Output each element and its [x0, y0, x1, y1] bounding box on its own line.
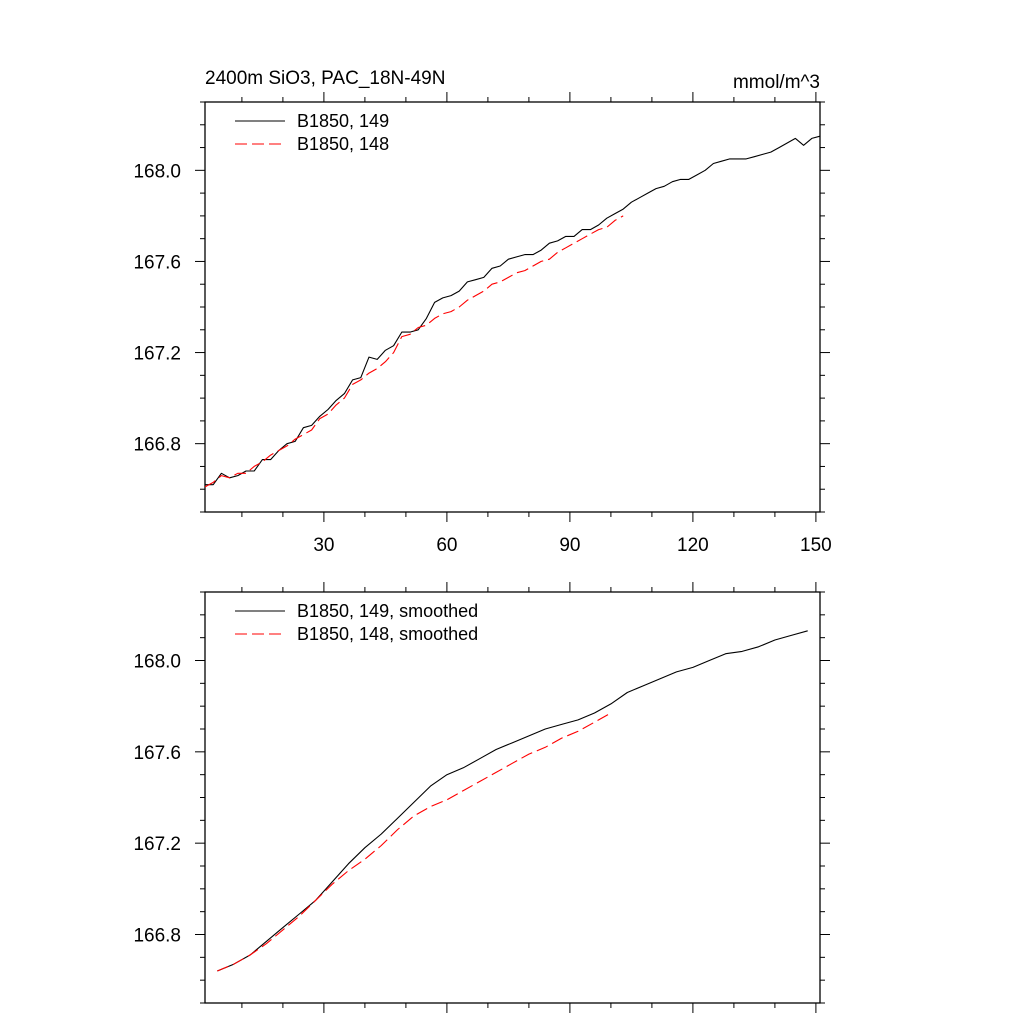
- legend-label: B1850, 149, smoothed: [297, 601, 478, 621]
- series-group: [217, 630, 808, 972]
- chart-panel-1: 30 60 90 120 150 166.8 167.2 167.6 168.0 2400m Si…: [133, 68, 831, 556]
- y-tick-label: 167.6: [133, 252, 181, 273]
- x-tick-label: 30: [313, 535, 334, 556]
- y-tick-label: 166.8: [133, 435, 181, 456]
- y-tick-label: 167.2: [133, 344, 181, 365]
- y-tick-labels: 166.8 167.2 167.6 168.0: [133, 161, 181, 455]
- x-tick-label: 120: [677, 535, 709, 556]
- y-tick-label: 167.6: [133, 743, 181, 764]
- plot-frame: [204, 101, 821, 513]
- x-tick-label: 60: [436, 535, 457, 556]
- series-line-1: [205, 135, 821, 486]
- units-label: mmol/m^3: [733, 72, 820, 93]
- series-group: [204, 135, 821, 488]
- x-axis-ticks: [241, 582, 817, 1013]
- legend-label: B1850, 149: [297, 111, 389, 131]
- y-axis-ticks: [195, 101, 830, 513]
- chart-title: 2400m SiO3, PAC_18N-49N: [205, 68, 445, 89]
- legend-label: B1850, 148: [297, 134, 389, 154]
- legend: B1850, 149 B1850, 148: [235, 111, 389, 154]
- series-line-2: [217, 712, 612, 972]
- x-tick-label: 90: [559, 535, 580, 556]
- legend-label: B1850, 148, smoothed: [297, 624, 478, 644]
- y-tick-label: 166.8: [133, 926, 181, 947]
- legend: B1850, 149, smoothed B1850, 148, smoothed: [235, 601, 478, 644]
- x-axis-ticks: [241, 92, 817, 522]
- y-tick-labels: 166.8 167.2 167.6 168.0: [133, 652, 181, 947]
- y-tick-label: 168.0: [133, 652, 181, 673]
- x-tick-label: 150: [800, 535, 832, 556]
- y-tick-label: 168.0: [133, 161, 181, 182]
- series-line-1: [217, 630, 808, 972]
- y-axis-ticks: [195, 591, 830, 1004]
- x-tick-labels: 30 60 90 120 150: [313, 535, 831, 556]
- y-tick-label: 167.2: [133, 834, 181, 855]
- series-line-2: [204, 215, 624, 488]
- chart-panel-2: 166.8 167.2 167.6 168.0 B1850, 149, smoothed…: [133, 582, 830, 1013]
